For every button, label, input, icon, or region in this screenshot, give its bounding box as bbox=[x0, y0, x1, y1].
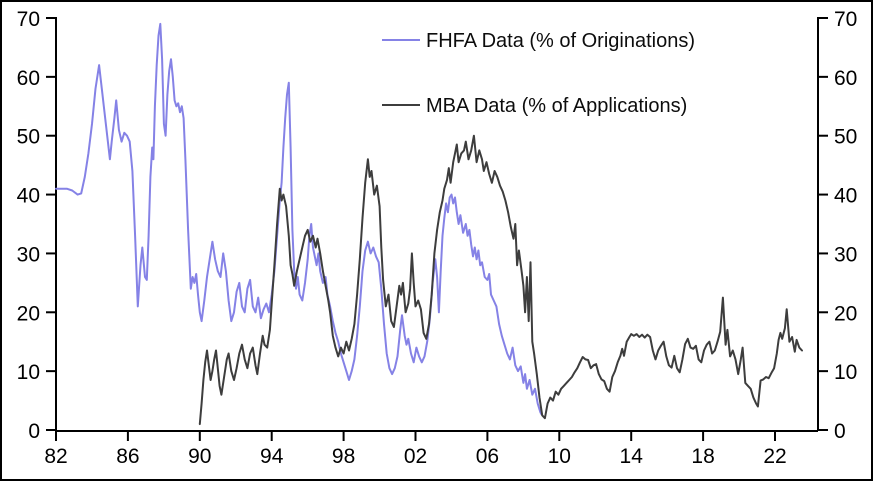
y-tick-label-right: 70 bbox=[834, 8, 857, 31]
x-tick-label: 14 bbox=[620, 445, 644, 468]
x-tick-label: 06 bbox=[476, 445, 499, 468]
axis-ticks bbox=[46, 17, 828, 441]
x-tick-label: 86 bbox=[116, 445, 139, 468]
y-tick-label-right: 20 bbox=[834, 302, 857, 325]
y-tick-label-right: 10 bbox=[834, 361, 857, 384]
fhfa-legend-label: FHFA Data (% of Originations) bbox=[426, 30, 695, 52]
x-tick-label: 90 bbox=[188, 445, 211, 468]
x-tick-label: 02 bbox=[404, 445, 427, 468]
y-tick-label-left: 60 bbox=[17, 67, 40, 90]
x-tick-label: 10 bbox=[548, 445, 571, 468]
y-tick-label-right: 50 bbox=[834, 126, 857, 149]
y-tick-label-left: 50 bbox=[17, 126, 40, 149]
mba-legend-label: MBA Data (% of Applications) bbox=[426, 95, 687, 117]
fhfa-line bbox=[55, 22, 543, 416]
y-tick-label-right: 60 bbox=[834, 67, 857, 90]
y-tick-label-right: 40 bbox=[834, 185, 857, 208]
legend: FHFA Data (% of Originations) MBA Data (… bbox=[382, 30, 695, 117]
x-tick-label: 18 bbox=[691, 445, 714, 468]
x-tick-label: 94 bbox=[260, 445, 284, 468]
y-tick-label-left: 0 bbox=[28, 420, 40, 443]
x-tick-label: 22 bbox=[763, 445, 786, 468]
y-tick-label-right: 30 bbox=[834, 243, 857, 266]
axes bbox=[55, 17, 819, 432]
y-tick-label-left: 30 bbox=[17, 243, 40, 266]
x-tick-label: 82 bbox=[44, 445, 67, 468]
axis-tick-labels: 82 86 90 94 98 02 06 10 14 18 22 0 0 10 10 20 20 30 30 40 40… bbox=[17, 8, 858, 468]
x-tick-label: 98 bbox=[332, 445, 355, 468]
y-tick-label-right: 0 bbox=[834, 420, 846, 443]
y-tick-label-left: 70 bbox=[17, 8, 40, 31]
y-tick-label-left: 20 bbox=[17, 302, 40, 325]
data-series bbox=[55, 22, 803, 426]
y-tick-label-left: 40 bbox=[17, 185, 40, 208]
y-tick-label-left: 10 bbox=[17, 361, 40, 384]
mba-line bbox=[198, 134, 803, 426]
